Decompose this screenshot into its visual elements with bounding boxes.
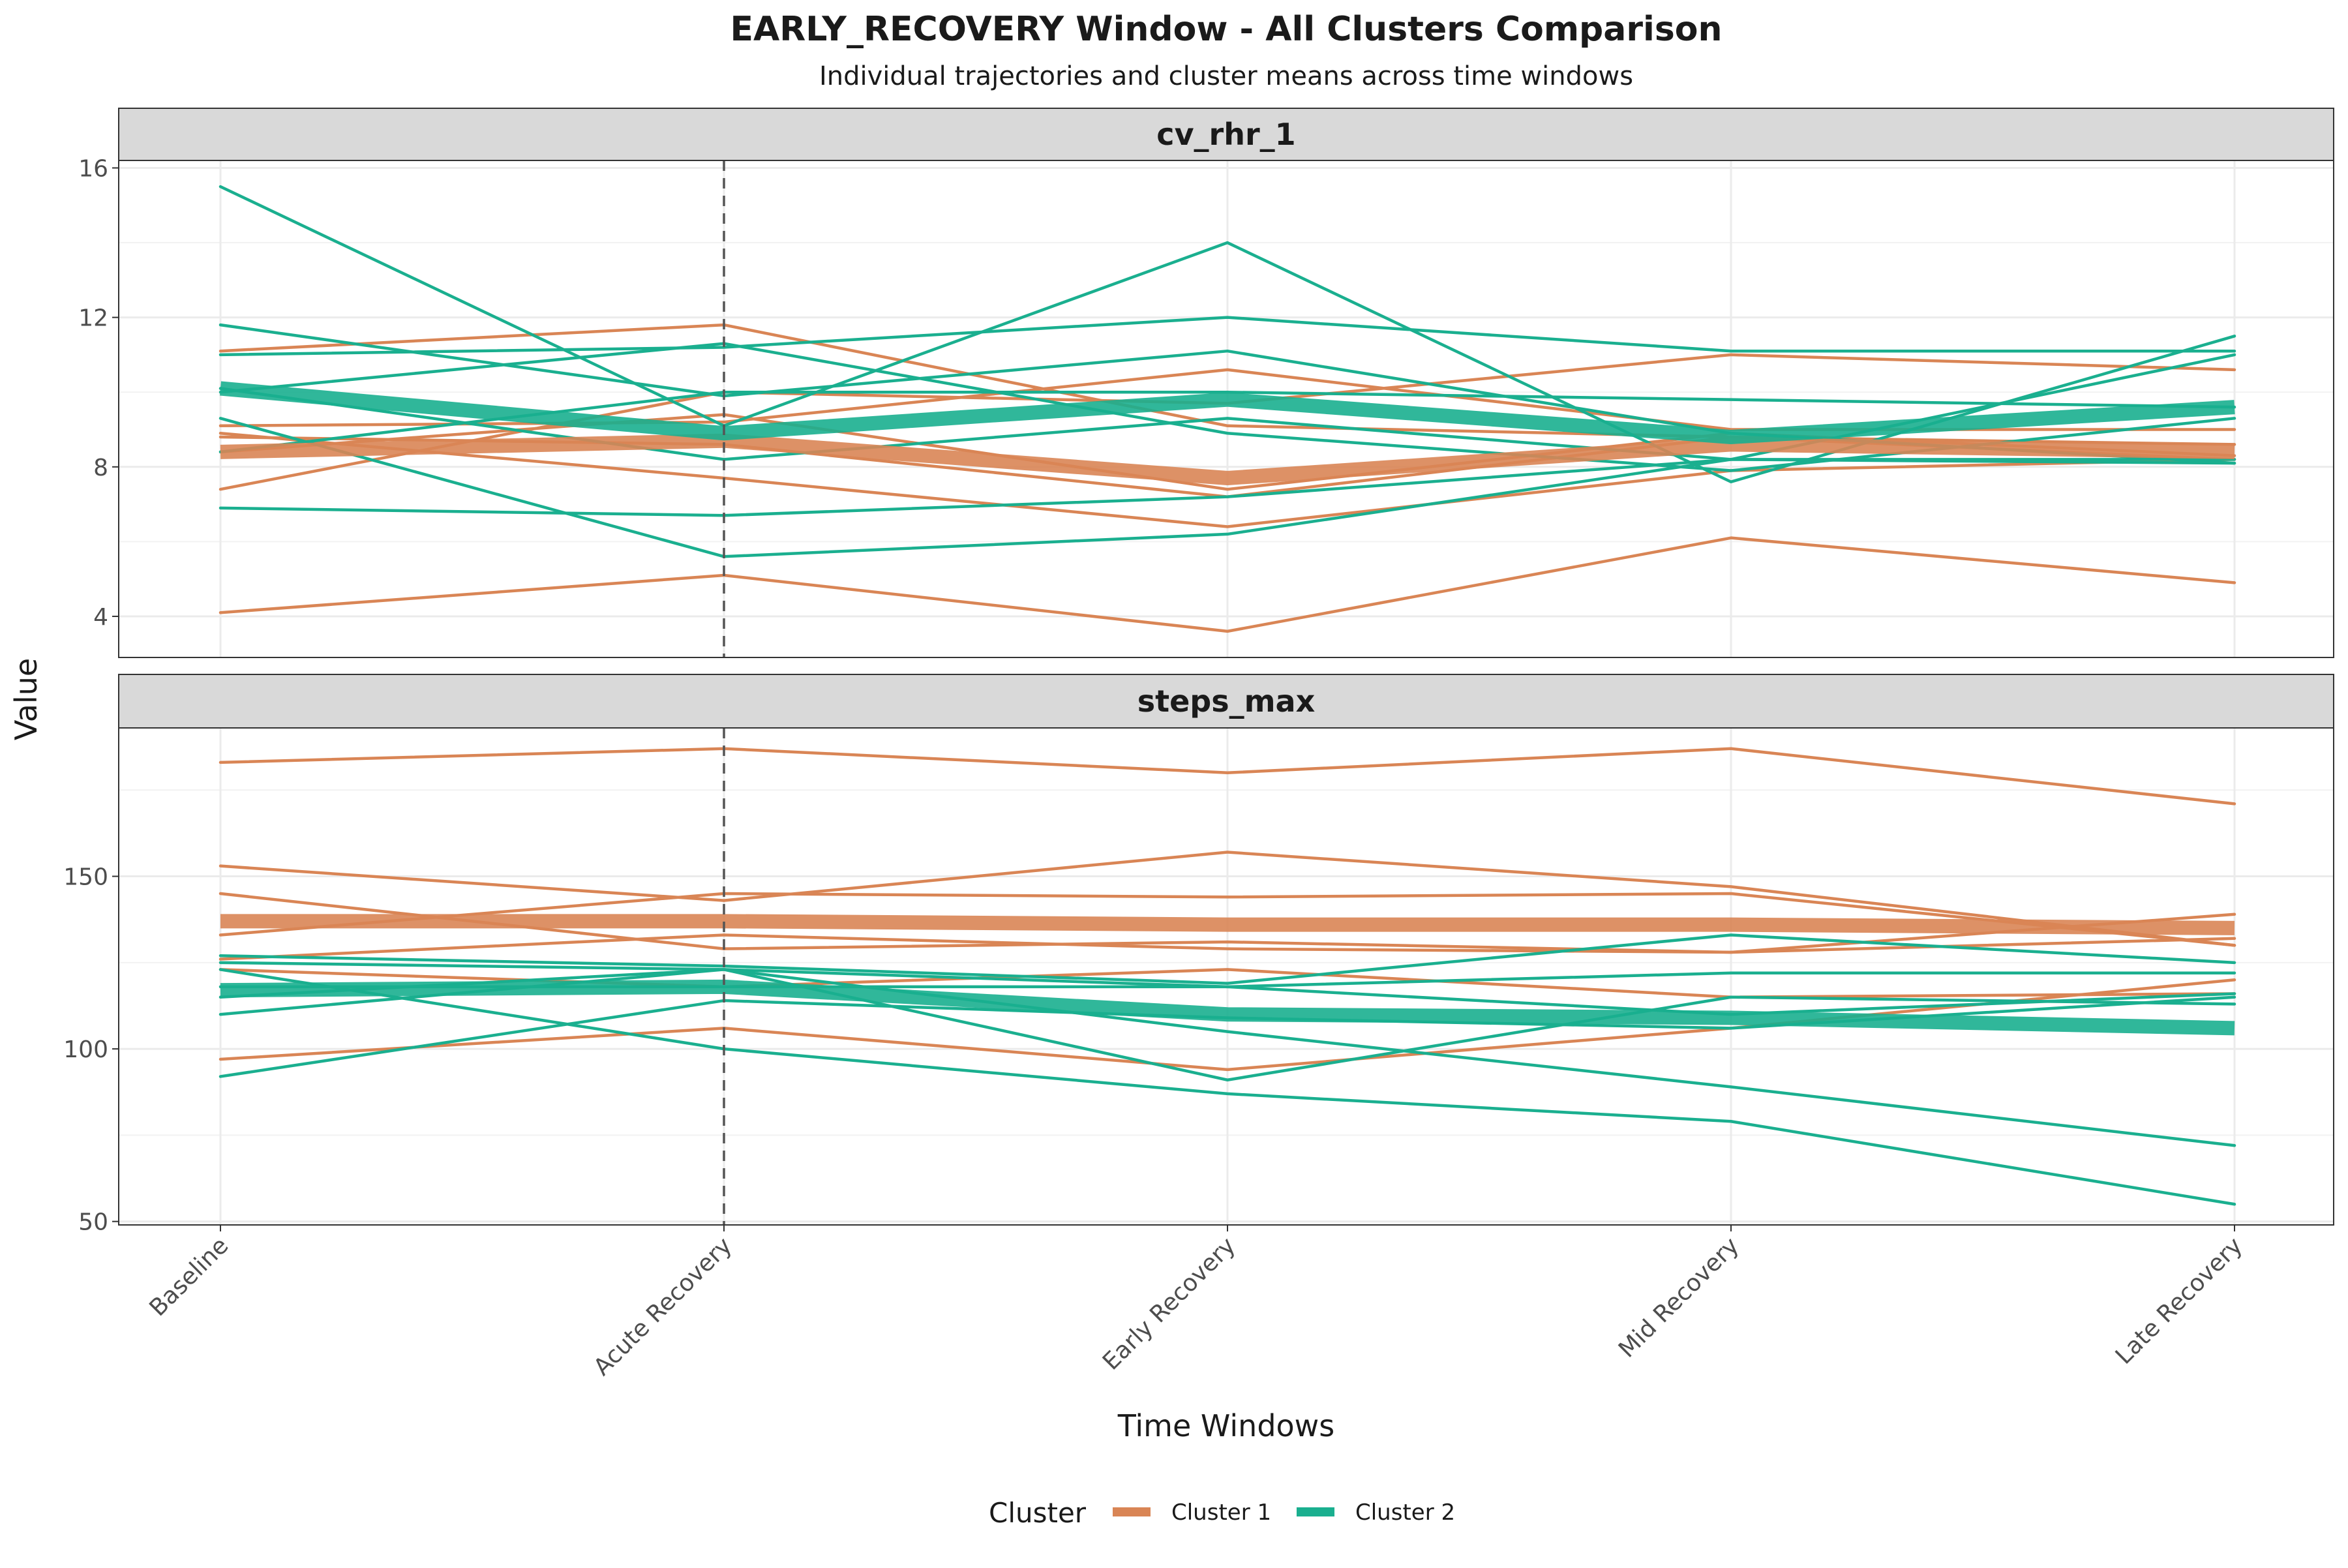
trajectory-line — [218, 892, 2236, 947]
x-tick-label: Baseline — [144, 1232, 233, 1321]
panel-background — [119, 728, 2334, 1225]
y-axis-title: Value — [8, 658, 44, 740]
x-tick-label: Early Recovery — [1098, 1232, 1241, 1375]
x-axis: Baseline Acute Recovery Early Recovery Mid … — [144, 1225, 2248, 1381]
legend-label: Cluster 2 — [1355, 1500, 1455, 1526]
panel-border — [118, 727, 2334, 1226]
panels-layer: cv_rhr_1 4 8 12 16 steps_max 50 100 150 — [63, 108, 2334, 1236]
trajectory-line — [218, 933, 2236, 985]
legend-title: Cluster — [989, 1497, 1087, 1529]
strip-label: steps_max — [1137, 684, 1316, 719]
cluster-mean-line — [220, 979, 2235, 1036]
trajectory-line — [218, 933, 2236, 961]
y-tick-label: 4 — [93, 604, 108, 631]
legend-label: Cluster 1 — [1171, 1500, 1271, 1526]
panel-border — [118, 160, 2334, 658]
trajectory-line — [218, 458, 2236, 517]
y-tick-label: 150 — [63, 864, 108, 891]
panel-steps_max: steps_max 50 100 150 — [63, 674, 2334, 1236]
trajectory-line — [218, 968, 2236, 1081]
chart-title: EARLY_RECOVERY Window - All Clusters Com… — [730, 10, 1722, 49]
x-tick-label: Mid Recovery — [1614, 1232, 1744, 1363]
trajectory-line — [218, 892, 2236, 954]
cluster-mean-line — [220, 433, 2235, 485]
strip-label: cv_rhr_1 — [1156, 117, 1295, 152]
trajectory-line — [218, 316, 2236, 357]
x-tick-label: Acute Recovery — [589, 1232, 738, 1381]
y-tick-label: 12 — [78, 305, 108, 332]
trajectory-line — [218, 978, 2236, 1072]
x-axis-title: Time Windows — [1117, 1408, 1335, 1443]
y-tick-label: 8 — [93, 455, 108, 481]
trajectory-line — [218, 747, 2236, 806]
trajectory-line — [218, 851, 2236, 947]
cluster-mean-line — [220, 914, 2235, 935]
trajectory-line — [218, 431, 2236, 528]
y-tick-label: 16 — [78, 155, 108, 182]
chart-subtitle: Individual trajectories and cluster mean… — [819, 61, 1633, 91]
strip-background — [118, 674, 2334, 729]
x-tick-label: Late Recovery — [2111, 1232, 2248, 1370]
strip-background — [118, 108, 2334, 161]
panel-cv_rhr_1: cv_rhr_1 4 8 12 16 — [78, 108, 2334, 658]
cluster-mean-line — [220, 381, 2235, 444]
y-tick-label: 50 — [78, 1209, 108, 1236]
legend: Cluster Cluster 1 Cluster 2 — [989, 1497, 1455, 1529]
y-tick-label: 100 — [63, 1036, 108, 1063]
trajectory-line — [218, 536, 2236, 633]
trajectory-line — [218, 968, 2236, 1206]
